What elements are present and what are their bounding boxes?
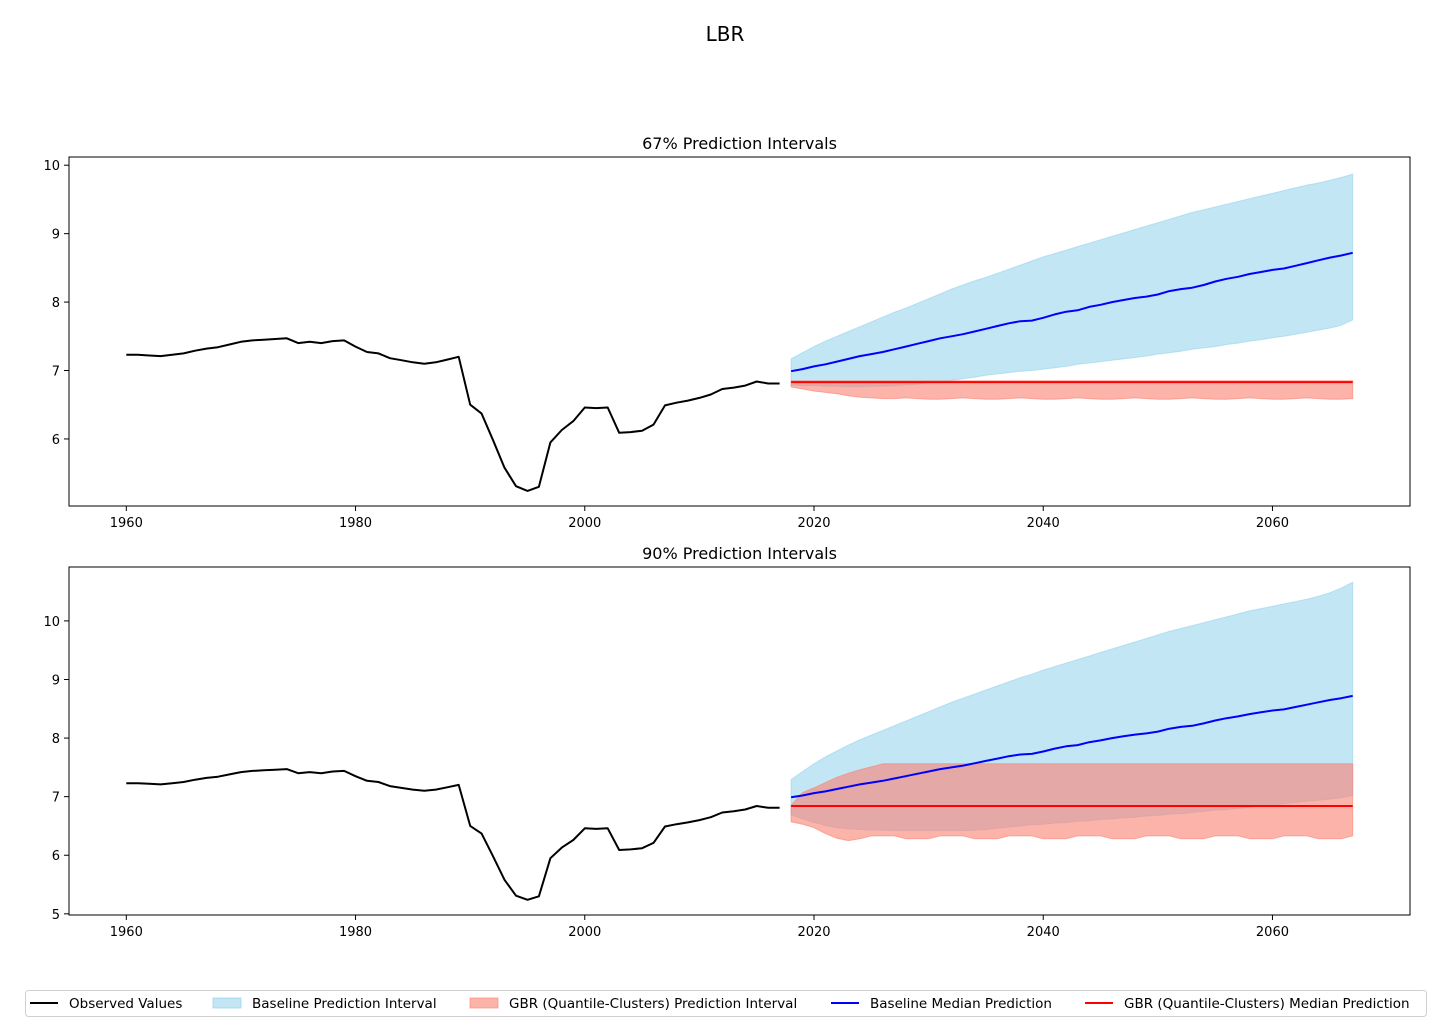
legend-patch-swatch: [212, 997, 242, 1009]
legend-item: GBR (Quantile-Clusters) Median Predictio…: [1085, 996, 1410, 1012]
y-tick-label: 10: [43, 159, 60, 174]
legend-item: Baseline Prediction Interval: [212, 996, 437, 1012]
x-tick-label: 2060: [1256, 516, 1289, 531]
legend-label: Observed Values: [69, 996, 182, 1012]
legend-label: GBR (Quantile-Clusters) Prediction Inter…: [509, 996, 797, 1012]
x-tick-label: 2020: [797, 516, 830, 531]
gbr-interval-band: [790, 763, 1354, 842]
baseline-median-line: [790, 694, 1353, 799]
legend-patch-swatch: [469, 997, 499, 1009]
x-tick-label: 2040: [1027, 516, 1060, 531]
baseline-interval-band: [790, 173, 1354, 388]
y-tick-label: 10: [43, 615, 60, 630]
panel-90-percent: 1960 1980 2000 2020 2040 2060 5 6 7 8 9 10 90% Predi…: [43, 544, 1411, 940]
legend-item: Observed Values: [30, 996, 182, 1012]
legend-label: GBR (Quantile-Clusters) Median Predictio…: [1124, 996, 1410, 1012]
plot-area: [126, 173, 1354, 492]
legend-box: [25, 990, 1427, 1017]
x-tick-label: 1960: [110, 925, 143, 940]
x-tick-label: 2060: [1256, 925, 1289, 940]
y-tick-label: 9: [52, 228, 60, 243]
x-tick-label: 1960: [110, 516, 143, 531]
axes-frame: [68, 566, 1411, 916]
legend-label: Baseline Prediction Interval: [252, 996, 437, 1012]
y-tick-label: 7: [52, 365, 60, 380]
x-tick-label: 1980: [339, 516, 372, 531]
legend-label: Baseline Median Prediction: [870, 996, 1052, 1012]
panel-title: 90% Prediction Intervals: [642, 544, 837, 563]
legend: Observed Values Baseline Prediction Inter…: [25, 990, 1427, 1017]
observed-line: [126, 768, 780, 901]
y-tick-label: 9: [52, 673, 60, 688]
y-tick-label: 5: [52, 908, 60, 923]
observed-line: [126, 337, 780, 492]
y-tick-label: 6: [52, 433, 60, 448]
x-tick-label: 2020: [797, 925, 830, 940]
y-tick-label: 7: [52, 791, 60, 806]
panel-title: 67% Prediction Intervals: [642, 134, 837, 153]
y-tick-label: 6: [52, 849, 60, 864]
panel-67-percent: 1960 1980 2000 2020 2040 2060 6 7 8 9 10 67% Predic…: [43, 134, 1411, 531]
legend-item: Baseline Median Prediction: [831, 996, 1052, 1012]
x-tick-label: 2040: [1027, 925, 1060, 940]
legend-item: GBR (Quantile-Clusters) Prediction Inter…: [469, 996, 797, 1012]
gbr-interval-band: [790, 380, 1354, 400]
figure-title: LBR: [706, 22, 745, 46]
y-tick-label: 8: [52, 296, 60, 311]
x-tick-label: 2000: [568, 516, 601, 531]
y-tick-label: 8: [52, 732, 60, 747]
axes-frame: [68, 156, 1411, 507]
plot-area: [126, 581, 1354, 901]
x-tick-label: 2000: [568, 925, 601, 940]
x-tick-label: 1980: [339, 925, 372, 940]
baseline-median-line: [790, 251, 1353, 373]
